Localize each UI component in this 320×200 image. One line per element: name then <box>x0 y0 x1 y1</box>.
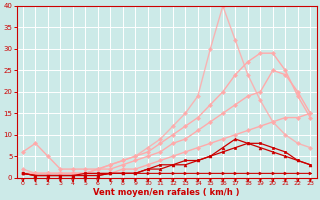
X-axis label: Vent moyen/en rafales ( km/h ): Vent moyen/en rafales ( km/h ) <box>93 188 240 197</box>
